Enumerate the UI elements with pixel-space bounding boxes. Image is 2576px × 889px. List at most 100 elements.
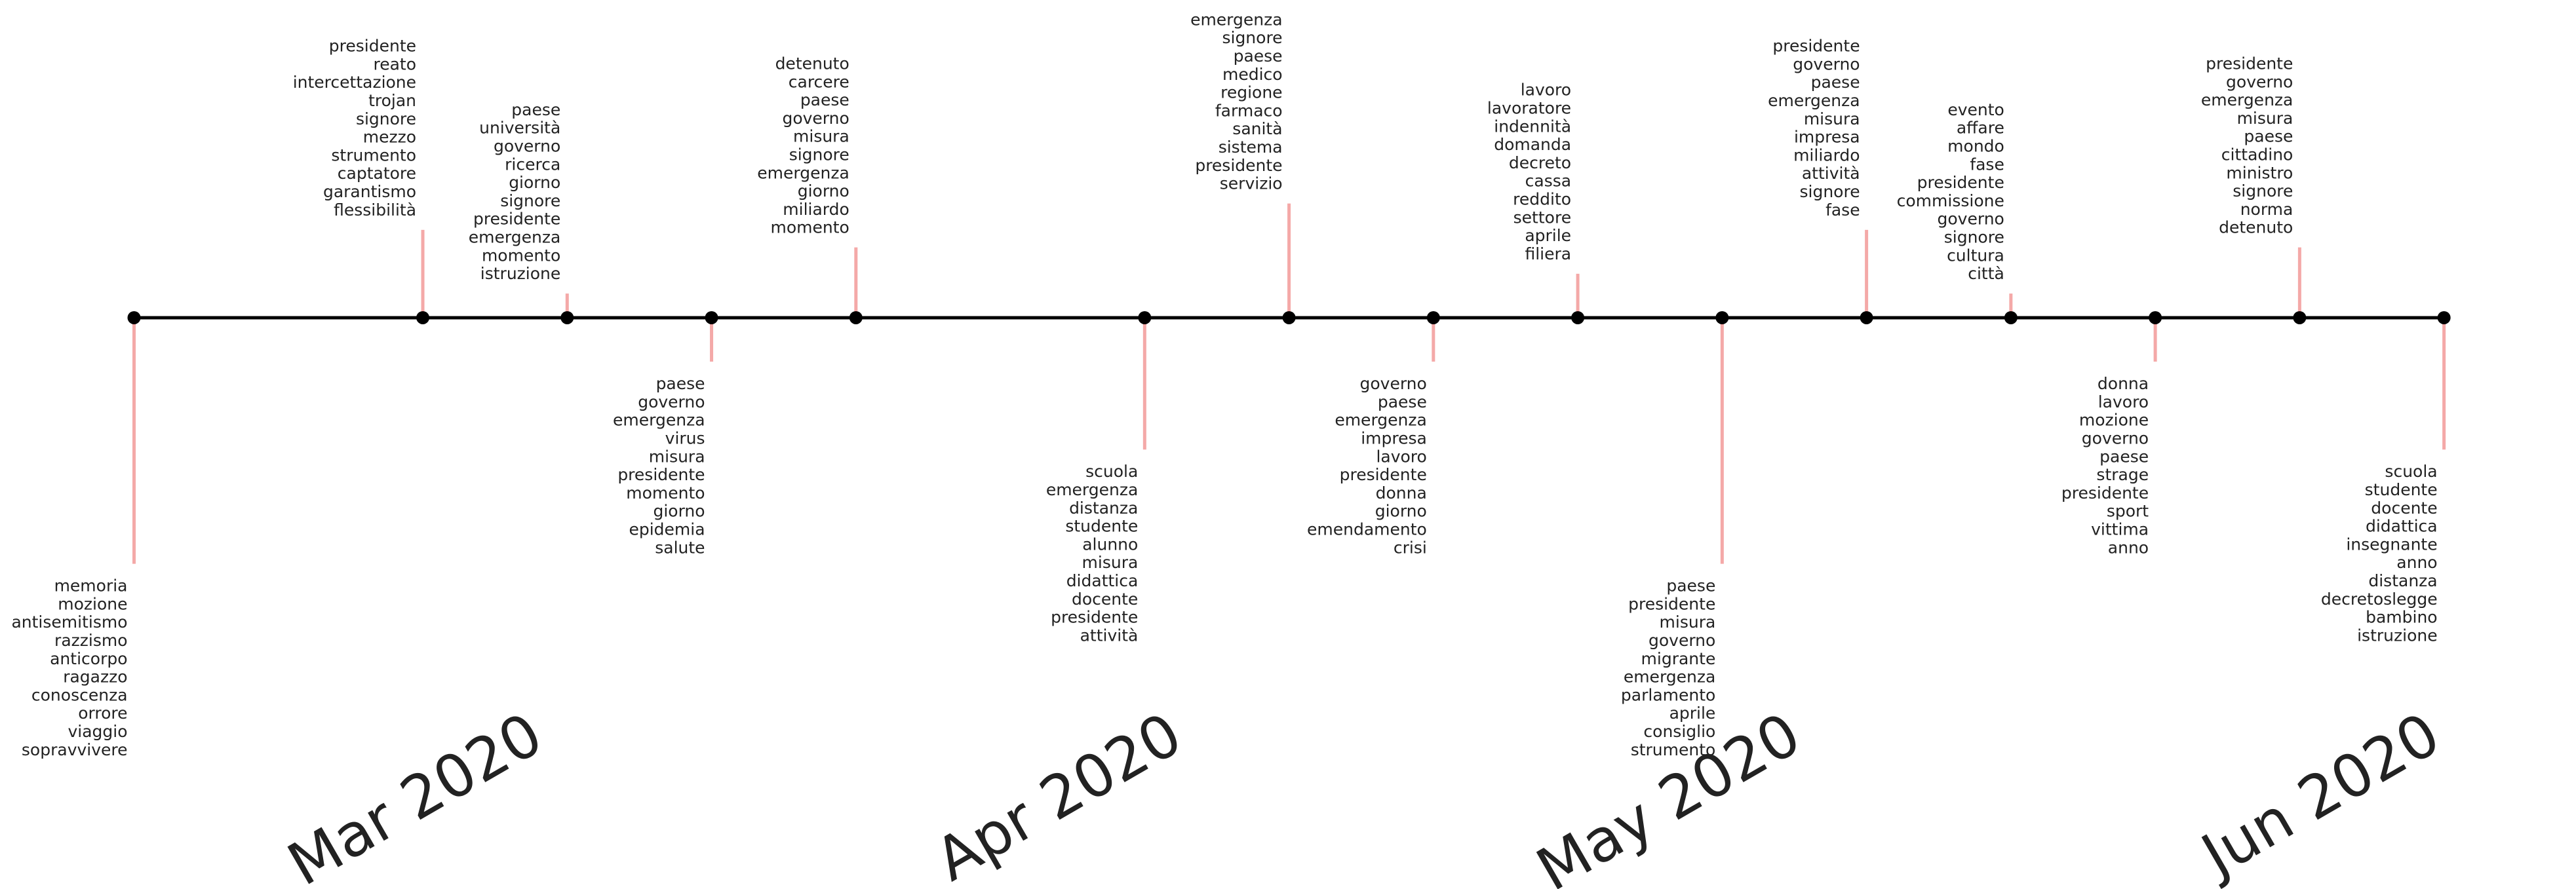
event-word: città <box>1968 264 2004 283</box>
event-word: docente <box>1072 590 1138 609</box>
event-word: conoscenza <box>31 685 128 704</box>
event-word: aprile <box>1525 226 1571 245</box>
event-word: garantismo <box>323 182 416 201</box>
event-word: orrore <box>78 704 127 723</box>
event-word: evento <box>1947 100 2004 119</box>
event-word: carcere <box>789 72 849 91</box>
event-word: reato <box>374 54 417 73</box>
event-word: sanità <box>1232 119 1282 138</box>
event-word: donna <box>1376 483 1427 502</box>
event-word: detenuto <box>2219 218 2293 237</box>
event-word: didattica <box>1066 571 1139 590</box>
event-word: mondo <box>1947 136 2004 155</box>
event-word: governo <box>1649 631 1715 650</box>
event-word: studente <box>2365 480 2438 499</box>
event-word: impresa <box>1794 128 1860 147</box>
event-word: mozione <box>2079 411 2149 430</box>
event-word: detenuto <box>775 54 849 73</box>
event-word: donna <box>2098 374 2149 393</box>
event-word: decretoslegge <box>2321 590 2438 609</box>
event-word: settore <box>1513 208 1571 227</box>
event-word: paese <box>1811 73 1860 92</box>
event-word: presidente <box>2206 54 2293 73</box>
event-word: attività <box>1080 626 1139 645</box>
event-word: governo <box>494 136 560 155</box>
event-word: sopravvivere <box>22 740 128 759</box>
event-word: sport <box>2107 502 2149 521</box>
event-word: anno <box>2108 538 2149 557</box>
event-word: anticorpo <box>50 649 127 668</box>
event-word: emendamento <box>1307 520 1427 539</box>
event-word: emergenza <box>1624 668 1716 687</box>
event-word: strage <box>2096 465 2149 484</box>
event-word: scuola <box>1085 462 1138 481</box>
event-word: emergenza <box>1190 10 1283 29</box>
event-word: emergenza <box>469 227 561 246</box>
event-word: decreto <box>1509 153 1571 172</box>
event-word: alunno <box>1082 535 1138 554</box>
event-word: medico <box>1222 65 1283 84</box>
event-word: paese <box>511 100 560 119</box>
event-word: misura <box>649 447 705 466</box>
event-word: governo <box>1793 54 1860 73</box>
event-point <box>2004 311 2018 324</box>
event-word: lavoro <box>1521 81 1571 100</box>
event-word: salute <box>655 538 705 557</box>
event-word: paese <box>1666 577 1715 596</box>
event-word: intercettazione <box>293 73 416 92</box>
event-word: commissione <box>1897 191 2004 210</box>
event-word: mozione <box>58 594 127 613</box>
event-word: lavoratore <box>1487 98 1571 117</box>
event-word: giorno <box>798 181 849 200</box>
event-word: norma <box>2240 200 2293 219</box>
event-word: emergenza <box>2201 90 2293 109</box>
event-word: giorno <box>1375 502 1427 521</box>
event-word: signore <box>356 109 416 128</box>
event-word: servizio <box>1220 174 1283 193</box>
event-word: strumento <box>1631 740 1716 759</box>
event-word: governo <box>1360 374 1427 393</box>
event-word: bambino <box>2366 608 2438 627</box>
x-tick-label: Apr 2020 <box>924 700 1193 889</box>
event-word: epidemia <box>629 520 705 539</box>
event-point <box>1138 311 1152 324</box>
event-point <box>2437 311 2451 324</box>
event-point <box>1282 311 1296 324</box>
event-word: ricerca <box>505 155 560 174</box>
event-word: studente <box>1065 517 1138 536</box>
event-word: paese <box>2244 127 2293 146</box>
event-word: flessibilità <box>334 200 416 219</box>
event-word: ministro <box>2226 163 2293 182</box>
event-word: migrante <box>1641 649 1716 668</box>
event-word: emergenza <box>1768 91 1860 110</box>
event-word: distanza <box>2368 571 2437 590</box>
event-word: presidente <box>1917 173 2004 192</box>
event-word: presidente <box>1628 594 1715 613</box>
event-word: signore <box>1944 227 2004 246</box>
event-word: filiera <box>1525 244 1571 263</box>
event-word: signore <box>1800 182 1860 201</box>
event-word: misura <box>793 127 849 146</box>
event-word: paese <box>656 374 705 393</box>
event-point <box>2149 311 2162 324</box>
event-word: captatore <box>338 164 416 183</box>
event-word: razzismo <box>54 631 127 650</box>
event-word: miliardo <box>783 200 849 219</box>
event-word: cittadino <box>2221 145 2293 164</box>
event-word: indennità <box>1494 117 1571 136</box>
event-word: vittima <box>2091 520 2149 539</box>
event-word: cultura <box>1947 246 2004 265</box>
event-word: consiglio <box>1643 722 1715 741</box>
event-word: governo <box>638 392 705 411</box>
event-word: presidente <box>1051 608 1138 627</box>
event-point <box>416 311 430 324</box>
event-point <box>1426 311 1440 324</box>
event-word: cassa <box>1525 172 1571 191</box>
event-word: governo <box>2082 428 2149 447</box>
event-word: antisemitismo <box>11 613 127 632</box>
event-word: memoria <box>54 577 128 596</box>
event-word: momento <box>482 246 560 265</box>
event-word: docente <box>2371 499 2437 518</box>
event-word: ragazzo <box>63 668 127 687</box>
x-tick-label: Jun 2020 <box>2188 700 2451 889</box>
